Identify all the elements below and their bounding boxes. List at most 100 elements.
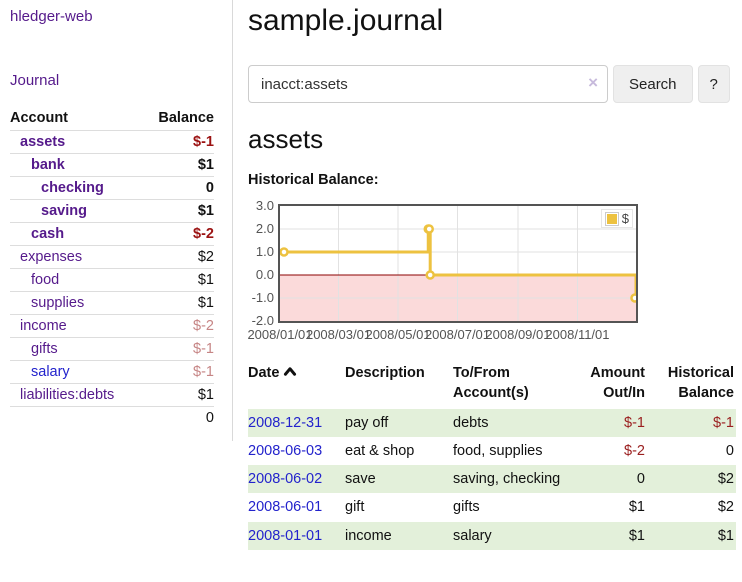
transaction-amount: 0 (636, 471, 645, 488)
y-axis-tick: 2.0 (255, 221, 274, 236)
transaction-description: save (345, 471, 376, 488)
account-balance: $1 (143, 383, 214, 407)
transaction-date-link[interactable]: 2008-06-02 (248, 471, 323, 488)
help-button[interactable]: ? (697, 65, 730, 103)
transaction-amount: $1 (628, 527, 645, 544)
transaction-balance: 0 (725, 442, 734, 459)
x-axis-tick: 2008/09/01 (485, 327, 551, 342)
y-axis-tick: 1.0 (255, 244, 274, 259)
sidebar: hledger-web Journal Account Balance asse… (0, 0, 233, 441)
register-header-row: Date Description To/From Account(s) Amou… (248, 360, 736, 409)
transaction-date-link[interactable]: 2008-06-03 (248, 442, 323, 459)
account-link-saving[interactable]: saving (41, 203, 87, 219)
transaction-row: 2008-06-03 eat & shop food, supplies $-2… (248, 437, 736, 465)
y-axis-tick: 3.0 (255, 198, 274, 213)
clear-search-icon[interactable]: × (588, 73, 598, 92)
chart-canvas (280, 206, 636, 321)
legend-swatch-icon (604, 211, 619, 226)
account-balance: 0 (143, 176, 214, 200)
account-link-liabilities-debts[interactable]: liabilities:debts (20, 387, 115, 403)
account-link-gifts[interactable]: gifts (31, 341, 58, 357)
transaction-balance: $-1 (713, 414, 734, 431)
transaction-date-link[interactable]: 2008-12-31 (248, 414, 323, 431)
app-brand-link[interactable]: hledger-web (10, 8, 93, 25)
transaction-balance: $2 (717, 499, 734, 516)
account-row: income $-2 (10, 314, 214, 338)
amount-column-header: Amount Out/In (590, 365, 645, 402)
account-row: salary $-1 (10, 360, 214, 384)
x-axis-tick: 2008/05/01 (365, 327, 431, 342)
transaction-row: 2008-06-02 save saving, checking 0 $2 (248, 465, 736, 494)
x-axis-tick: 2008/11/01 (545, 327, 610, 342)
transaction-row: 2008-01-01 income salary $1 $1 (248, 521, 736, 551)
transaction-accounts: saving, checking (453, 471, 561, 488)
account-balance: $2 (143, 245, 214, 269)
register-table: Date Description To/From Account(s) Amou… (248, 360, 736, 551)
account-heading: assets (248, 124, 324, 154)
transaction-balance: $2 (717, 471, 734, 488)
chart-title: Historical Balance: (248, 172, 379, 188)
transaction-balance: $1 (717, 527, 734, 544)
search-form: × Search ? (248, 65, 740, 103)
account-row: checking 0 (10, 176, 214, 200)
accounts-balance-table: Account Balance assets $-1 bank $1 check… (10, 107, 214, 429)
account-balance: $-2 (143, 222, 214, 246)
sort-ascending-icon (284, 367, 297, 376)
y-axis-tick: -2.0 (251, 313, 274, 328)
transaction-amount: $1 (628, 499, 645, 516)
historical-balance-chart: $ 3.0 2.0 1.0 0.0 -1.0 -2.0 2008/01/01 2008/03/… (247, 197, 648, 343)
transaction-description: gift (345, 499, 365, 516)
account-link-supplies[interactable]: supplies (31, 295, 85, 311)
transaction-description: pay off (345, 414, 389, 431)
account-row: saving $1 (10, 199, 214, 223)
transaction-date-link[interactable]: 2008-06-01 (248, 499, 323, 516)
account-link-expenses[interactable]: expenses (20, 249, 83, 265)
y-axis-tick: -1.0 (251, 290, 274, 305)
transaction-row: 2008-06-01 gift gifts $1 $2 (248, 493, 736, 521)
account-balance: $-1 (143, 130, 214, 154)
account-row: gifts $-1 (10, 337, 214, 361)
transaction-accounts: salary (453, 527, 492, 544)
accounts-total-value: 0 (143, 406, 214, 429)
balance-column-header: Balance (158, 110, 214, 126)
search-input[interactable] (248, 65, 608, 103)
accounts-column-header: Account (10, 110, 68, 126)
account-balance: $-1 (143, 337, 214, 361)
account-balance: $1 (143, 268, 214, 292)
tofrom-column-header: To/From Account(s) (453, 365, 529, 402)
transaction-row: 2008-12-31 pay off debts $-1 $-1 (248, 408, 736, 437)
account-row: liabilities:debts $1 (10, 383, 214, 407)
account-link-salary[interactable]: salary (31, 364, 70, 380)
accounts-total-row: 0 (10, 406, 214, 429)
description-column-header: Description (345, 365, 425, 381)
account-link-income[interactable]: income (20, 318, 67, 334)
search-button[interactable]: Search (613, 65, 693, 103)
transaction-description: eat & shop (345, 442, 415, 459)
account-row: assets $-1 (10, 130, 214, 154)
account-row: cash $-2 (10, 222, 214, 246)
account-balance: $1 (143, 199, 214, 223)
account-row: expenses $2 (10, 245, 214, 269)
account-link-cash[interactable]: cash (31, 226, 65, 242)
x-axis-tick: 2008/01/01 (247, 327, 313, 342)
chart-legend: $ (600, 209, 633, 228)
account-link-food[interactable]: food (31, 272, 60, 288)
y-axis-tick: 0.0 (255, 267, 274, 282)
account-balance: $-1 (143, 360, 214, 384)
date-header-label: Date (248, 365, 280, 381)
transaction-accounts: debts (453, 414, 489, 431)
account-link-assets[interactable]: assets (20, 134, 66, 150)
transaction-accounts: food, supplies (453, 442, 543, 459)
x-axis-tick: 2008/07/01 (424, 327, 491, 342)
x-axis-tick: 2008/03/01 (305, 327, 372, 342)
sidebar-item-journal[interactable]: Journal (10, 72, 60, 89)
account-row: bank $1 (10, 153, 214, 177)
transaction-date-link[interactable]: 2008-01-01 (248, 527, 323, 544)
account-link-checking[interactable]: checking (41, 180, 104, 196)
account-balance: $1 (143, 153, 214, 177)
legend-label: $ (621, 211, 629, 226)
main-content: sample.journal × Search ? assets Histori… (247, 0, 740, 551)
transaction-accounts: gifts (453, 499, 480, 516)
transaction-amount: $-1 (624, 414, 645, 431)
account-link-bank[interactable]: bank (31, 157, 65, 173)
